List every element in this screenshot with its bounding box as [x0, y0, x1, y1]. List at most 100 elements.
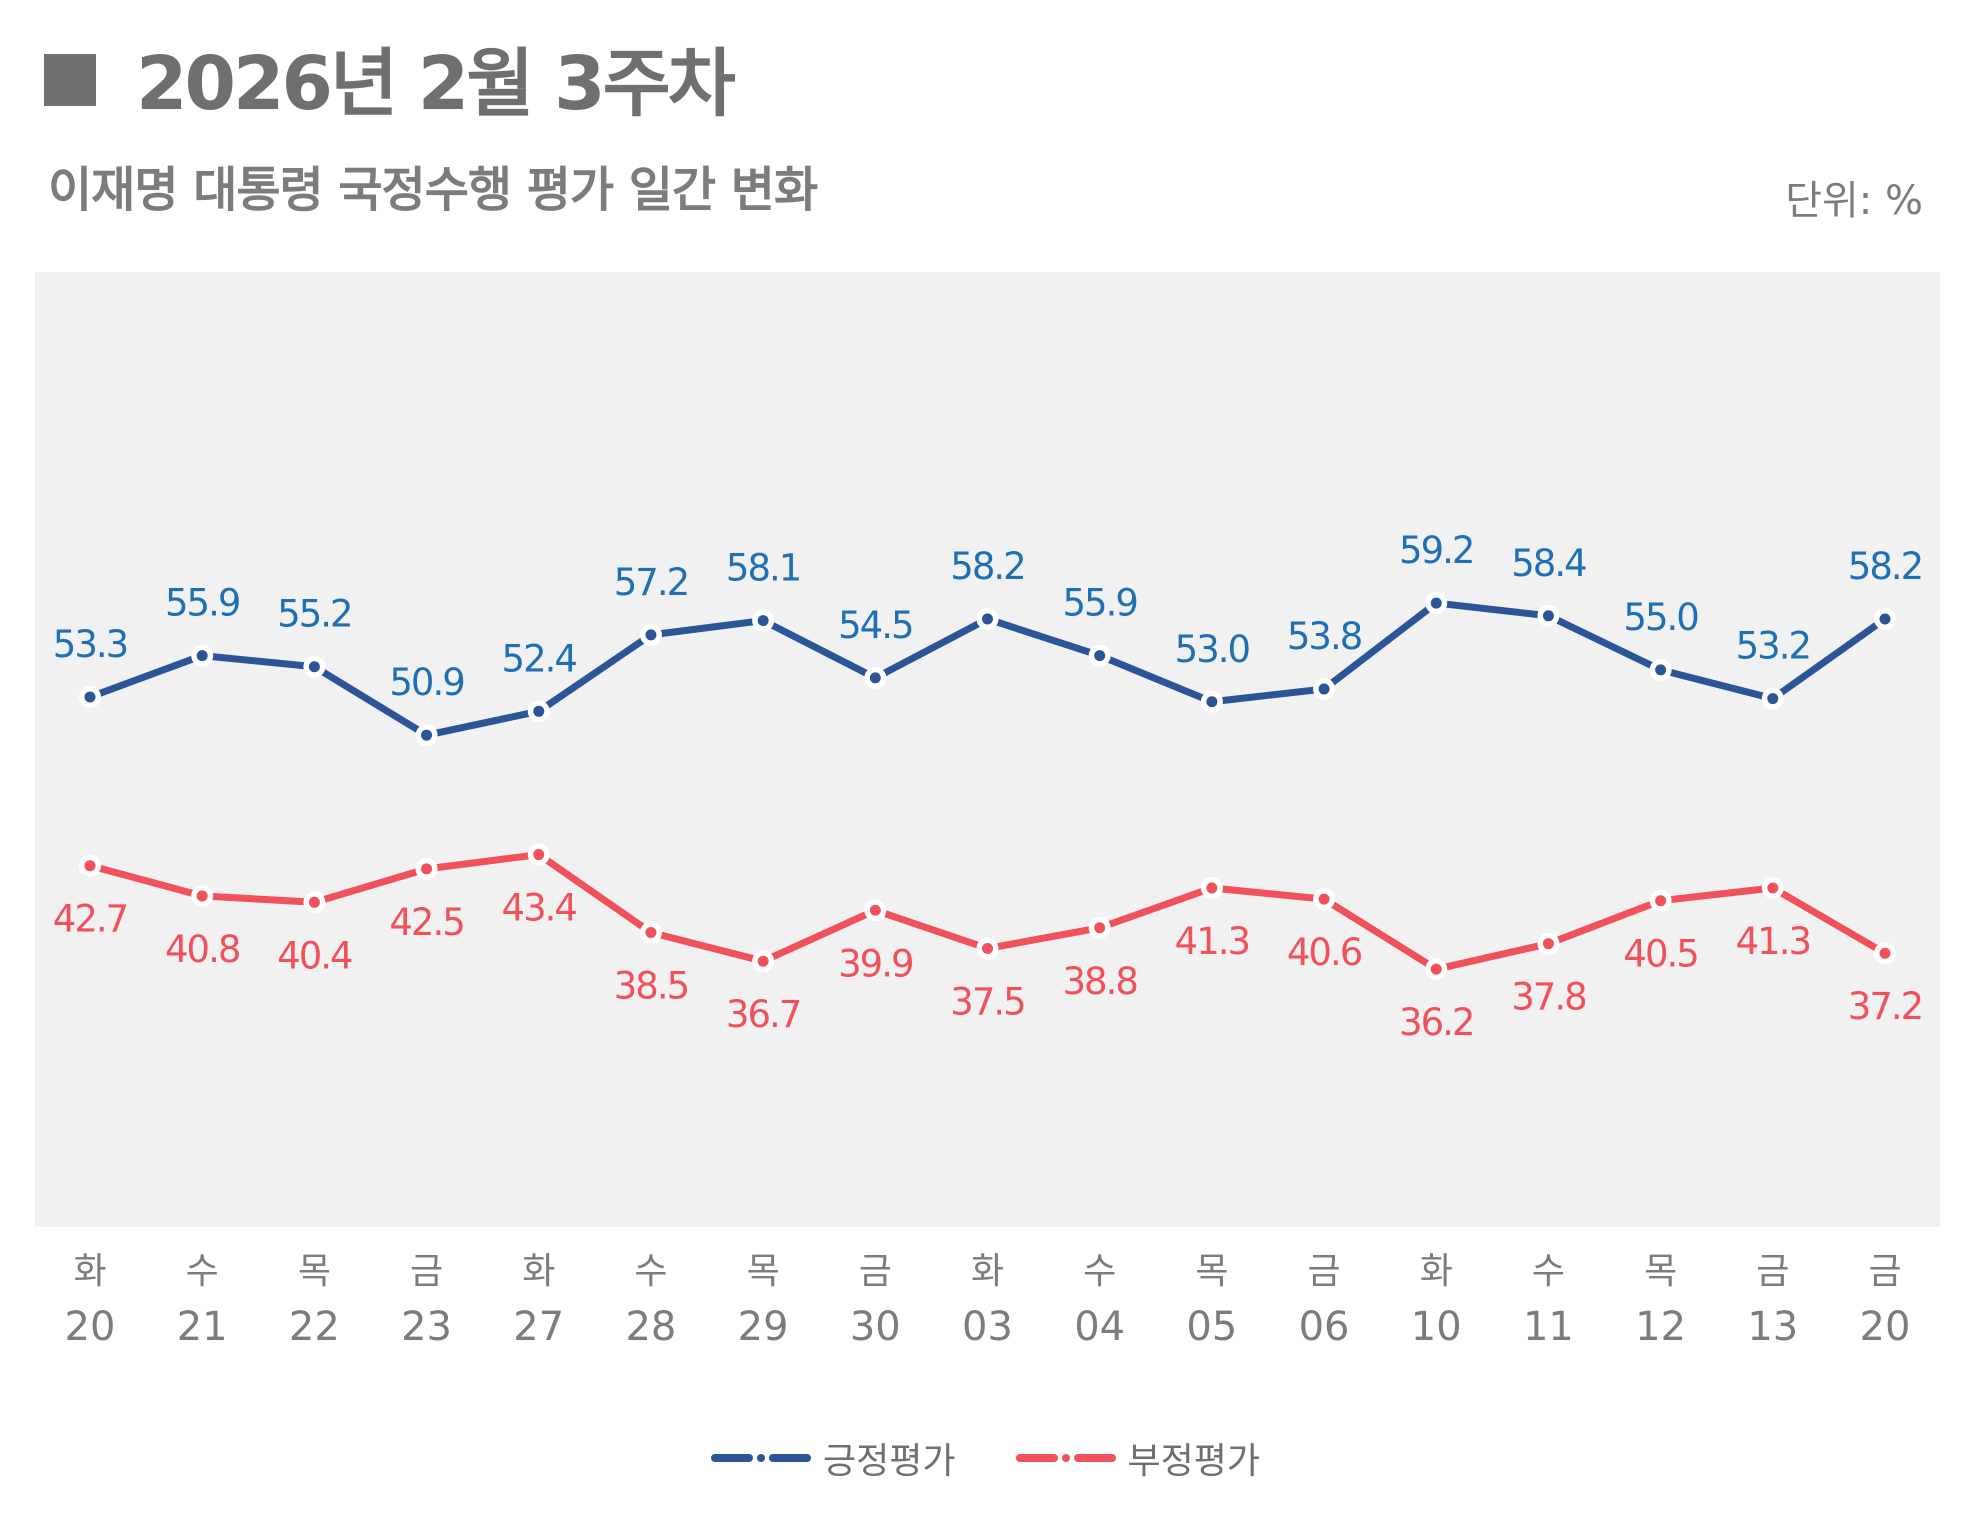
x-tick-date: 03: [962, 1304, 1013, 1350]
x-tick-day: 목: [1644, 1251, 1677, 1292]
data-point-negative: [1206, 882, 1218, 894]
data-label-negative: 40.8: [165, 928, 240, 971]
data-point-negative: [84, 860, 96, 872]
data-point-positive: [1206, 696, 1218, 708]
x-tick-date: 29: [738, 1304, 789, 1350]
x-tick-day: 목: [747, 1251, 780, 1292]
data-point-positive: [1655, 664, 1667, 676]
data-label-negative: 38.5: [614, 965, 688, 1008]
legend: 긍정평가 부정평가: [0, 1432, 1971, 1484]
legend-item-positive: 긍정평가: [711, 1432, 956, 1484]
data-label-positive: 50.9: [389, 661, 463, 704]
x-tick-day: 금: [1868, 1251, 1901, 1292]
data-label-positive: 55.2: [277, 593, 351, 636]
data-point-positive: [757, 615, 769, 627]
data-label-negative: 37.5: [950, 980, 1024, 1023]
data-point-negative: [869, 904, 881, 916]
x-tick-date: 11: [1523, 1304, 1574, 1350]
data-label-negative: 41.3: [1175, 920, 1249, 963]
data-label-negative: 39.9: [838, 942, 912, 985]
x-tick-day: 금: [1308, 1251, 1341, 1292]
data-label-positive: 53.3: [53, 623, 127, 666]
data-point-negative: [421, 863, 433, 875]
x-tick-date: 28: [625, 1304, 676, 1350]
data-point-positive: [1879, 613, 1891, 625]
data-label-positive: 58.2: [1848, 545, 1922, 588]
data-point-positive: [196, 650, 208, 662]
data-point-negative: [645, 927, 657, 939]
data-label-negative: 43.4: [502, 887, 577, 930]
x-tick-day: 화: [522, 1251, 555, 1292]
data-label-negative: 37.2: [1848, 985, 1922, 1028]
x-tick-date: 20: [65, 1304, 116, 1350]
x-tick-day: 금: [1756, 1251, 1789, 1292]
data-label-negative: 36.2: [1399, 1001, 1473, 1044]
data-label-negative: 40.5: [1623, 933, 1697, 976]
x-tick-date: 13: [1747, 1304, 1798, 1350]
x-tick-date: 05: [1186, 1304, 1237, 1350]
data-label-negative: 37.8: [1511, 976, 1586, 1019]
data-label-positive: 58.4: [1511, 542, 1586, 585]
data-label-positive: 58.2: [950, 545, 1024, 588]
x-tick-date: 22: [289, 1304, 340, 1350]
x-tick-date: 21: [177, 1304, 228, 1350]
x-tick-day: 화: [971, 1251, 1004, 1292]
data-point-negative: [533, 849, 545, 861]
data-point-negative: [1879, 947, 1891, 959]
data-point-positive: [421, 729, 433, 741]
x-tick-day: 수: [1532, 1251, 1565, 1292]
x-tick-date: 04: [1074, 1304, 1125, 1350]
data-point-positive: [1430, 597, 1442, 609]
data-label-positive: 54.5: [838, 604, 912, 647]
data-point-negative: [196, 890, 208, 902]
data-point-negative: [1655, 895, 1667, 907]
plot-area: [35, 272, 1940, 1227]
data-point-positive: [982, 613, 993, 625]
data-label-negative: 40.6: [1287, 931, 1362, 974]
data-label-positive: 53.2: [1736, 625, 1810, 668]
x-tick-date: 20: [1860, 1304, 1911, 1350]
data-point-positive: [869, 672, 881, 684]
header: 2026년 2월 3주차: [44, 24, 736, 131]
data-point-negative: [982, 942, 993, 954]
data-label-positive: 55.0: [1623, 596, 1698, 639]
x-tick-day: 화: [1420, 1251, 1453, 1292]
data-point-positive: [1318, 683, 1330, 695]
line-chart: 53.3 55.9 55.2 50.9 52.4 57.2 58.1 54.5 58.2 55.9…: [35, 272, 1940, 1350]
x-tick-date: 23: [401, 1304, 452, 1350]
data-point-positive: [1767, 693, 1779, 705]
data-point-negative: [1542, 938, 1554, 950]
data-label-positive: 53.0: [1175, 628, 1250, 671]
title-square-icon: [44, 53, 96, 106]
data-label-negative: 36.7: [726, 993, 800, 1036]
data-point-negative: [1767, 882, 1779, 894]
x-tick-day: 목: [298, 1251, 331, 1292]
chart-subtitle: 이재명 대통령 국정수행 평가 일간 변화: [48, 162, 818, 218]
data-point-negative: [1430, 963, 1442, 975]
data-label-positive: 59.2: [1399, 529, 1473, 572]
data-label-positive: 55.9: [1062, 582, 1136, 625]
data-label-positive: 58.1: [726, 547, 800, 590]
x-tick-date: 12: [1635, 1304, 1686, 1350]
data-point-positive: [84, 691, 96, 703]
legend-label-positive: 긍정평가: [823, 1441, 956, 1482]
x-tick-date: 27: [513, 1304, 564, 1350]
data-point-negative: [1094, 922, 1106, 934]
data-label-positive: 53.8: [1287, 615, 1362, 658]
data-point-positive: [1542, 610, 1554, 622]
x-tick-day: 금: [410, 1251, 443, 1292]
legend-negative-swatch-icon: [1015, 1454, 1116, 1462]
x-tick-date: 10: [1411, 1304, 1462, 1350]
data-point-negative: [1318, 893, 1330, 905]
chart-title: 2026년 2월 3주차: [136, 41, 736, 127]
data-label-positive: 52.4: [502, 637, 577, 680]
data-point-negative: [757, 955, 769, 967]
data-label-positive: 57.2: [614, 561, 688, 604]
x-tick-date: 06: [1299, 1304, 1350, 1350]
x-tick-day: 금: [859, 1251, 892, 1292]
data-label-negative: 40.4: [277, 934, 352, 977]
data-point-positive: [645, 629, 657, 641]
legend-label-negative: 부정평가: [1127, 1441, 1260, 1482]
legend-item-negative: 부정평가: [1015, 1432, 1260, 1484]
data-point-positive: [533, 705, 545, 717]
